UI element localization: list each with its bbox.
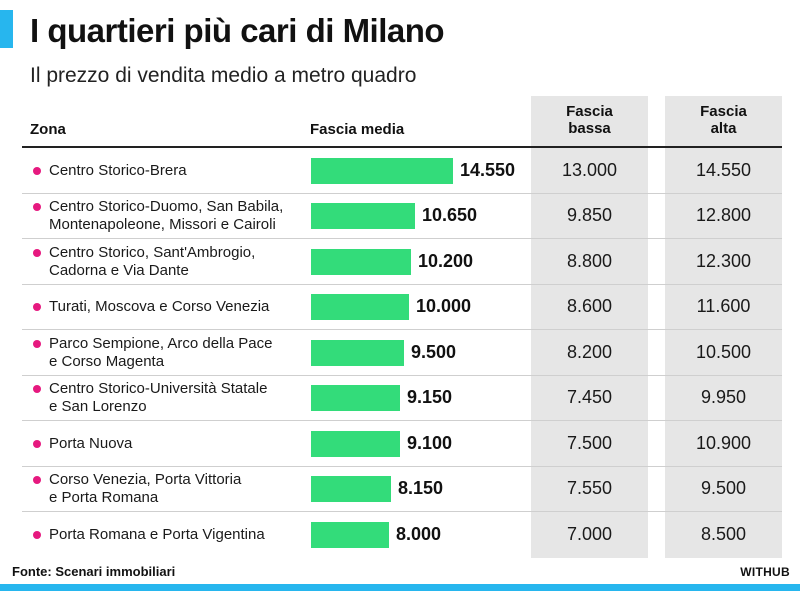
zone-label: Porta Romana e Porta Vigentina (49, 526, 265, 544)
bar-media (311, 384, 400, 411)
header-low: Fascia bassa (531, 103, 648, 137)
low-column-background (531, 96, 648, 558)
zone-label-line: Cadorna e Via Dante (49, 261, 189, 279)
bar-value-label: 10.200 (418, 250, 474, 271)
header-high-line2: alta (710, 120, 737, 137)
bar-media (311, 293, 409, 320)
bullet-icon (33, 339, 41, 348)
low-value: 8.600 (566, 295, 613, 316)
bullet-icon (33, 530, 41, 539)
high-value: 9.500 (700, 477, 747, 498)
zone-label-line: Montenapoleone, Missori e Cairoli (49, 215, 276, 233)
zone-label: Turati, Moscova e Corso Venezia (49, 298, 269, 316)
high-value: 8.500 (700, 523, 747, 544)
zone-label-line: e Porta Romana (49, 488, 159, 506)
zone-label: Centro Storico-Brera (49, 162, 187, 180)
zone-label: Porta Nuova (49, 435, 132, 453)
source-note: Fonte: Scenari immobiliari (12, 564, 176, 579)
high-value: 11.600 (696, 295, 751, 316)
bar-value-label: 9.500 (411, 341, 457, 362)
zone-label: Centro Storico-Università Statale e San L… (49, 380, 267, 416)
high-value: 10.500 (695, 341, 752, 362)
bar-media (311, 430, 400, 457)
bar-media (311, 157, 453, 184)
low-value: 7.000 (566, 523, 613, 544)
header-high: Fascia alta (665, 103, 782, 137)
low-value: 7.500 (566, 432, 613, 453)
zone-label-line: Turati, Moscova e Corso Venezia (49, 297, 270, 315)
header-rule (22, 146, 782, 148)
zone-label-line: Porta Nuova (49, 434, 133, 452)
bar-value-label: 8.000 (396, 523, 442, 544)
header-media: Fascia media (310, 121, 405, 138)
header-high-line1: Fascia (700, 103, 747, 120)
bar-media (311, 202, 415, 229)
low-value: 13.000 (561, 159, 618, 180)
low-value: 8.800 (566, 250, 613, 271)
high-value: 14.550 (695, 159, 752, 180)
high-value: 12.300 (695, 250, 752, 271)
bullet-icon (33, 475, 41, 484)
zone-label-line: Centro Storico-Duomo, San Babila, (49, 197, 284, 215)
bar-value-label: 10.650 (422, 204, 478, 225)
high-value: 12.800 (695, 204, 752, 225)
bottom-accent-bar (0, 584, 800, 591)
low-value: 7.450 (566, 386, 613, 407)
zone-label: Centro Storico-Duomo, San Babila, Montena… (49, 198, 283, 234)
header-low-line2: bassa (568, 120, 611, 137)
bullet-icon (33, 166, 41, 175)
chart-subtitle: Il prezzo di vendita medio a metro quadr… (30, 64, 417, 87)
bullet-icon (33, 384, 41, 393)
bullet-icon (33, 439, 41, 448)
bullet-icon (33, 302, 41, 311)
accent-bar (0, 10, 13, 48)
bar-media (311, 339, 404, 366)
row-divider (22, 284, 782, 285)
zone-label-line: Parco Sempione, Arco della Pace (49, 334, 273, 352)
bar-value-label: 14.550 (460, 159, 516, 180)
header-low-line1: Fascia (566, 103, 613, 120)
high-value: 9.950 (700, 386, 747, 407)
bar-media (311, 475, 391, 502)
row-divider (22, 511, 782, 512)
row-divider (22, 238, 782, 239)
bar-value-label: 10.000 (416, 295, 472, 316)
brand-logo: WITHUB (740, 565, 790, 579)
zone-label-line: Corso Venezia, Porta Vittoria (49, 470, 242, 488)
bullet-icon (33, 202, 41, 211)
row-divider (22, 466, 782, 467)
chart-title: I quartieri più cari di Milano (30, 12, 445, 49)
zone-label-line: Centro Storico-Brera (49, 161, 187, 179)
row-divider (22, 420, 782, 421)
high-column-background (665, 96, 782, 558)
zone-label: Corso Venezia, Porta Vittoria e Porta Rom… (49, 471, 241, 507)
header-zone: Zona (30, 121, 66, 138)
zone-label: Parco Sempione, Arco della Pace e Corso M… (49, 335, 272, 371)
zone-label-line: Centro Storico, Sant'Ambrogio, (49, 243, 256, 261)
bar-media (311, 521, 389, 548)
row-divider (22, 329, 782, 330)
bar-value-label: 8.150 (398, 477, 444, 498)
bar-value-label: 9.100 (407, 432, 453, 453)
zone-label: Centro Storico, Sant'Ambrogio, Cadorna e … (49, 244, 255, 280)
low-value: 8.200 (566, 341, 613, 362)
row-divider (22, 375, 782, 376)
bullet-icon (33, 248, 41, 257)
low-value: 9.850 (566, 204, 613, 225)
zone-label-line: e San Lorenzo (49, 397, 147, 415)
low-value: 7.550 (566, 477, 613, 498)
bar-media (311, 248, 411, 275)
zone-label-line: e Corso Magenta (49, 352, 165, 370)
zone-label-line: Centro Storico-Università Statale (49, 379, 268, 397)
row-divider (22, 193, 782, 194)
high-value: 10.900 (695, 432, 752, 453)
bar-value-label: 9.150 (407, 386, 453, 407)
zone-label-line: Porta Romana e Porta Vigentina (49, 525, 265, 543)
